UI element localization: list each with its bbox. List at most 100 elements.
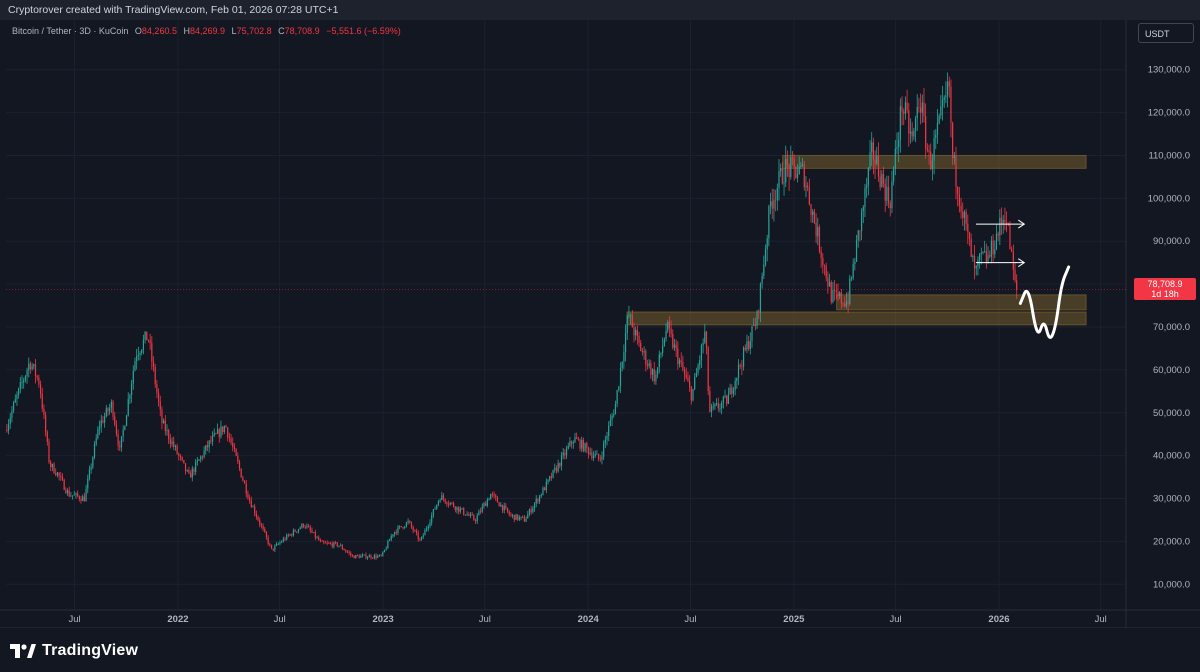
candle-body	[249, 498, 251, 501]
candle-body	[995, 233, 998, 250]
high-value: 84,269.9	[189, 26, 226, 36]
candle-body	[682, 362, 684, 370]
candle-body	[193, 468, 195, 473]
candle-body	[790, 157, 792, 177]
y-tick-label: 20,000.0	[1153, 536, 1190, 547]
candle-body	[614, 403, 617, 415]
candle-body	[837, 291, 839, 297]
candle-body	[992, 240, 994, 255]
candle-body	[163, 420, 165, 424]
candle-body	[798, 166, 800, 175]
candle-body	[1000, 217, 1003, 224]
candle-body	[633, 327, 635, 336]
candle-body	[815, 222, 817, 237]
candle-body	[545, 481, 547, 491]
candle-body	[382, 552, 384, 556]
candle-body	[498, 502, 500, 507]
candle-body	[136, 356, 138, 362]
candle-body	[90, 467, 92, 470]
arrows	[975, 219, 1026, 268]
candle-body	[228, 437, 230, 439]
candle-body	[608, 425, 610, 436]
candle-body	[955, 155, 957, 187]
candle-body	[478, 511, 480, 516]
candle-body	[801, 164, 804, 166]
candle-body	[788, 165, 790, 177]
attribution-text: Cryptorover created with TradingView.com…	[8, 4, 339, 16]
candle-body	[700, 345, 703, 361]
candle-body	[429, 522, 431, 527]
candle-body	[731, 387, 733, 394]
candle-body	[869, 152, 871, 168]
candle-body	[962, 211, 964, 218]
candle-body	[560, 455, 563, 467]
candle-body	[471, 514, 473, 516]
brand-name: TradingView	[42, 642, 139, 659]
candle-body	[953, 155, 955, 159]
currency-button[interactable]: USDT	[1138, 23, 1194, 43]
candle-body	[665, 330, 667, 340]
candle-body	[714, 404, 716, 407]
candle-body	[412, 527, 414, 531]
candle-body	[729, 387, 731, 395]
candle-body	[549, 476, 551, 480]
candle-body	[39, 384, 42, 395]
close-label: C	[278, 26, 285, 36]
candle-body	[547, 479, 549, 482]
tradingview-logo[interactable]: TradingView	[10, 641, 138, 661]
candle-body	[363, 554, 365, 556]
candle-body	[717, 403, 719, 409]
candle-body	[88, 469, 91, 479]
candle-body	[105, 408, 107, 417]
candle-body	[624, 332, 627, 353]
candle-body	[535, 498, 537, 504]
candle-body	[599, 458, 601, 460]
candle-body	[640, 342, 642, 352]
x-tick-label: 2023	[373, 614, 394, 625]
candle-body	[415, 530, 418, 533]
candle-body	[77, 493, 79, 497]
candle-body	[611, 415, 613, 420]
candle-body	[11, 410, 13, 418]
candle-body	[6, 429, 8, 431]
candle-body	[803, 164, 805, 188]
candle-body	[866, 185, 868, 188]
candle-body	[281, 541, 283, 543]
candle-body	[751, 325, 753, 341]
candle-body	[29, 363, 32, 370]
candle-body	[191, 468, 193, 478]
candle-body	[1014, 269, 1016, 281]
candle-body	[294, 530, 296, 532]
candle-body	[365, 554, 367, 559]
candle-body	[1012, 251, 1014, 270]
candle-body	[759, 283, 762, 313]
candle-body	[517, 514, 519, 520]
candle-body	[124, 426, 126, 430]
candle-body	[372, 557, 374, 559]
candle-body	[943, 97, 945, 101]
y-tick-label: 100,000.0	[1148, 193, 1190, 204]
candle-body	[265, 532, 268, 538]
candle-body	[994, 249, 996, 255]
candle-body	[338, 545, 340, 547]
candle-body	[938, 115, 940, 124]
candle-body	[882, 173, 885, 184]
candle-body	[800, 164, 802, 167]
candle-body	[839, 292, 841, 297]
candle-body	[854, 261, 856, 264]
candle-body	[785, 159, 787, 183]
candle-body	[58, 472, 60, 477]
candle-body	[812, 211, 814, 215]
candle-body	[537, 498, 539, 502]
candle-body	[196, 460, 198, 462]
candle-body	[66, 490, 69, 493]
candle-body	[326, 542, 328, 544]
candle-body	[950, 86, 952, 123]
x-tick-label: 2022	[167, 614, 188, 625]
candle-body	[727, 394, 730, 404]
candle-body	[485, 503, 487, 506]
candle-body	[200, 456, 202, 460]
candle-body	[424, 530, 426, 536]
candle-body	[454, 506, 456, 510]
